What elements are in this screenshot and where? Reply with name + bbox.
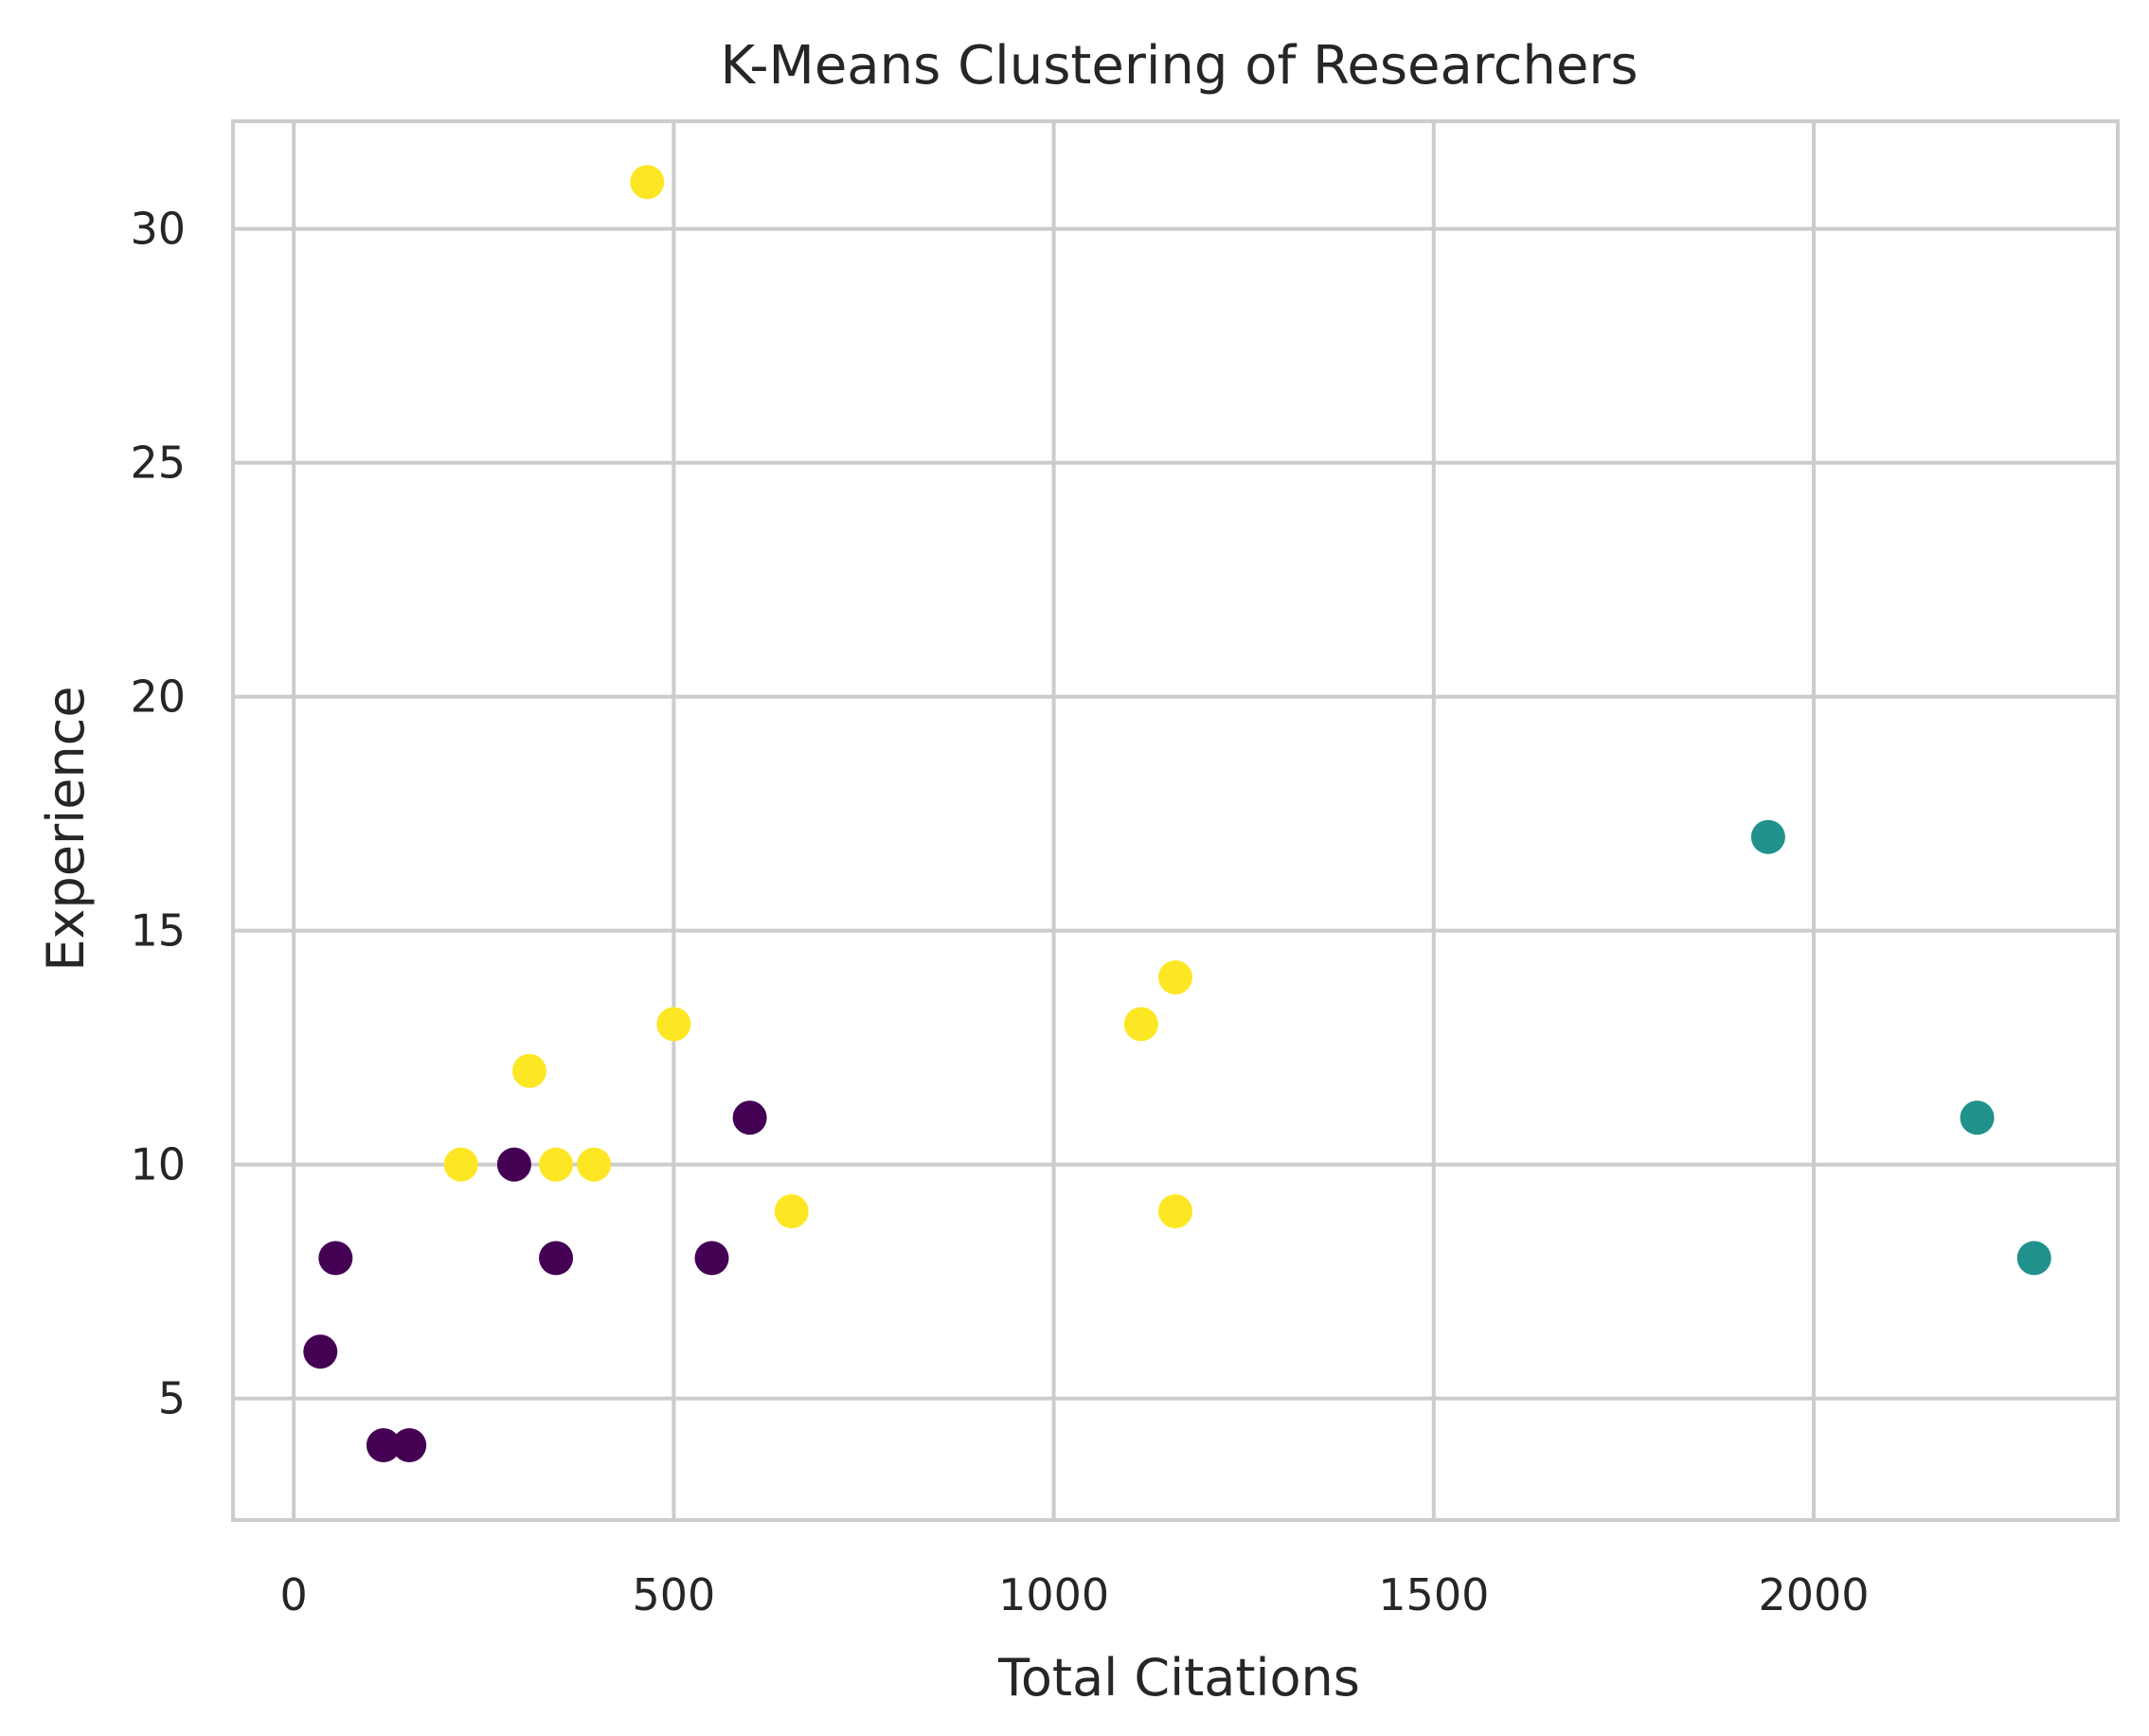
data-points <box>303 165 2051 1462</box>
data-point <box>511 1053 546 1088</box>
x-tick-label: 1000 <box>998 1569 1109 1620</box>
x-axis-label: Total Citations <box>997 1648 1360 1708</box>
x-tick-label: 0 <box>280 1569 308 1620</box>
y-tick-label: 30 <box>130 204 186 255</box>
data-point <box>694 1241 729 1276</box>
data-point <box>366 1427 401 1462</box>
y-tick-label: 15 <box>130 905 186 957</box>
data-point <box>1750 819 1785 854</box>
y-tick-label: 10 <box>130 1139 186 1190</box>
data-point <box>496 1147 531 1182</box>
x-tick-label: 500 <box>632 1569 715 1620</box>
data-point <box>1158 959 1192 994</box>
y-tick-label: 20 <box>130 671 186 723</box>
data-point <box>656 1007 691 1042</box>
y-axis-label: Experience <box>36 686 96 971</box>
plot-frame <box>231 119 2120 1522</box>
data-point <box>443 1147 478 1182</box>
data-point <box>2016 1241 2051 1276</box>
x-tick-label: 1500 <box>1378 1569 1489 1620</box>
x-tick-labels: 0 500 1000 1500 2000 <box>280 1569 1870 1620</box>
data-point <box>303 1334 338 1369</box>
data-point <box>1123 1007 1158 1042</box>
data-point <box>318 1241 353 1276</box>
data-point <box>577 1147 612 1182</box>
data-point <box>539 1147 574 1182</box>
data-point <box>1960 1101 1995 1136</box>
data-point <box>392 1427 427 1462</box>
y-tick-label: 5 <box>158 1373 186 1424</box>
data-point <box>732 1101 767 1136</box>
data-point <box>1158 1193 1192 1228</box>
data-point <box>630 165 665 200</box>
y-tick-label: 25 <box>130 438 186 489</box>
data-point <box>539 1241 574 1276</box>
data-point <box>774 1193 809 1228</box>
y-tick-labels: 5 10 15 20 25 30 <box>130 204 186 1424</box>
chart-title: K-Means Clustering of Researchers <box>720 35 1638 97</box>
x-tick-label: 2000 <box>1758 1569 1869 1620</box>
